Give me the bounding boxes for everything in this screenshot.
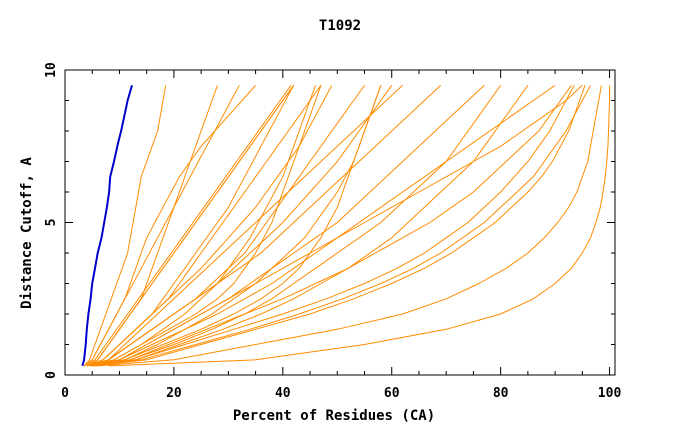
x-axis-label: Percent of Residues (CA) [233, 408, 435, 424]
series-line-28 [89, 84, 403, 367]
series-layer [81, 84, 611, 367]
series-line-7 [94, 85, 586, 367]
series-line-6 [92, 85, 572, 367]
series-line-27 [86, 85, 295, 367]
series-line-8 [97, 85, 602, 367]
x-tick-label: 20 [166, 386, 182, 401]
series-line-19 [86, 85, 322, 367]
series-line-24 [92, 85, 502, 367]
series-line-26 [86, 85, 365, 367]
y-tick-label: 5 [44, 219, 59, 227]
series-line-10 [83, 85, 167, 367]
x-tick-label: 40 [275, 386, 291, 401]
axes-layer: 0 20 40 60 80 100 0 5 10 [44, 62, 621, 401]
series-line-22 [89, 85, 322, 367]
x-tick-label: 100 [598, 386, 622, 401]
series-line-23 [92, 85, 382, 367]
y-axis-label: Distance Cutoff, A [19, 157, 35, 309]
series-line-25 [94, 85, 575, 367]
series-line-17 [89, 84, 556, 367]
x-tick-label: 0 [61, 386, 69, 401]
series-line-best [81, 85, 133, 367]
series-line-16 [92, 85, 591, 367]
x-tick-label: 80 [493, 386, 509, 401]
y-tick-label: 10 [44, 62, 59, 78]
series-line-9 [108, 85, 611, 367]
series-line-15 [92, 85, 529, 367]
series-line-21 [83, 85, 240, 367]
x-tick-label: 60 [384, 386, 400, 401]
series-line-29 [92, 84, 583, 367]
series-line-13 [89, 85, 316, 367]
y-tick-label: 0 [44, 371, 59, 379]
chart-title: T1092 [319, 18, 361, 34]
series-line-20 [83, 85, 292, 367]
